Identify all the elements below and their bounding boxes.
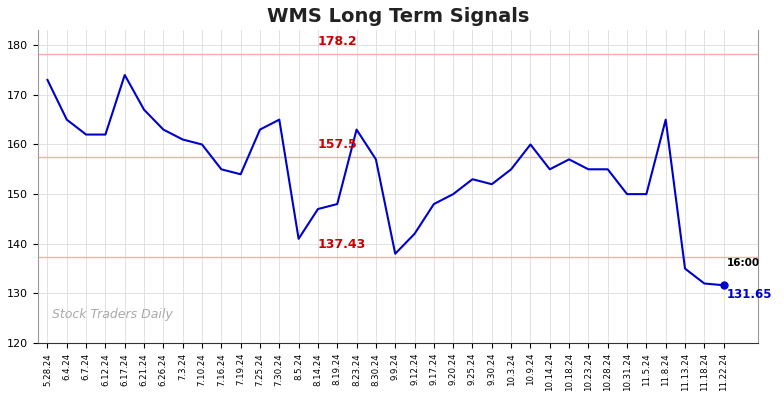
Text: 178.2: 178.2	[318, 35, 358, 48]
Text: 137.43: 137.43	[318, 238, 366, 251]
Text: 157.5: 157.5	[318, 138, 358, 151]
Point	[717, 282, 730, 289]
Text: Stock Traders Daily: Stock Traders Daily	[53, 308, 173, 321]
Text: 131.65: 131.65	[727, 288, 772, 301]
Text: 16:00: 16:00	[727, 258, 760, 268]
Title: WMS Long Term Signals: WMS Long Term Signals	[267, 7, 529, 26]
